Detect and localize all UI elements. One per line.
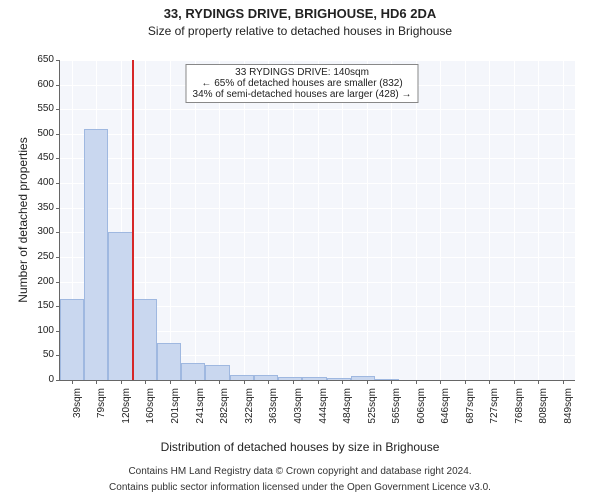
y-tick-label: 200 <box>24 276 54 287</box>
histogram-bar <box>84 129 108 380</box>
y-tick-label: 650 <box>24 54 54 65</box>
y-tick-label: 400 <box>24 177 54 188</box>
y-tick-label: 300 <box>24 226 54 237</box>
annotation-line-3: 34% of semi-detached houses are larger (… <box>193 89 412 100</box>
y-tick-label: 0 <box>24 374 54 385</box>
y-axis-line <box>59 60 60 380</box>
histogram-bar <box>108 232 132 380</box>
histogram-bar <box>181 363 205 380</box>
y-tick-label: 600 <box>24 79 54 90</box>
x-axis-label: Distribution of detached houses by size … <box>0 440 600 454</box>
annotation-line-2: ← 65% of detached houses are smaller (83… <box>193 78 412 89</box>
annotation-line-1: 33 RYDINGS DRIVE: 140sqm <box>193 67 412 78</box>
footer-line-1: Contains HM Land Registry data © Crown c… <box>0 466 600 477</box>
page-subtitle: Size of property relative to detached ho… <box>0 24 600 38</box>
histogram-bar <box>205 365 229 380</box>
y-tick-label: 100 <box>24 325 54 336</box>
histogram-bar <box>60 299 84 380</box>
figure: 33, RYDINGS DRIVE, BRIGHOUSE, HD6 2DA Si… <box>0 0 600 500</box>
page-title: 33, RYDINGS DRIVE, BRIGHOUSE, HD6 2DA <box>0 6 600 21</box>
y-tick-label: 50 <box>24 349 54 360</box>
y-tick-label: 150 <box>24 300 54 311</box>
marker-line <box>132 60 134 380</box>
annotation-box: 33 RYDINGS DRIVE: 140sqm ← 65% of detach… <box>186 64 419 103</box>
y-tick-label: 350 <box>24 202 54 213</box>
plot-area: 33 RYDINGS DRIVE: 140sqm ← 65% of detach… <box>60 60 575 380</box>
y-tick-label: 500 <box>24 128 54 139</box>
y-tick-label: 450 <box>24 152 54 163</box>
histogram-bar <box>133 299 157 380</box>
y-tick-label: 250 <box>24 251 54 262</box>
histogram-bar <box>157 343 181 380</box>
y-tick-label: 550 <box>24 103 54 114</box>
x-axis-line <box>60 380 575 381</box>
footer-line-2: Contains public sector information licen… <box>0 482 600 493</box>
